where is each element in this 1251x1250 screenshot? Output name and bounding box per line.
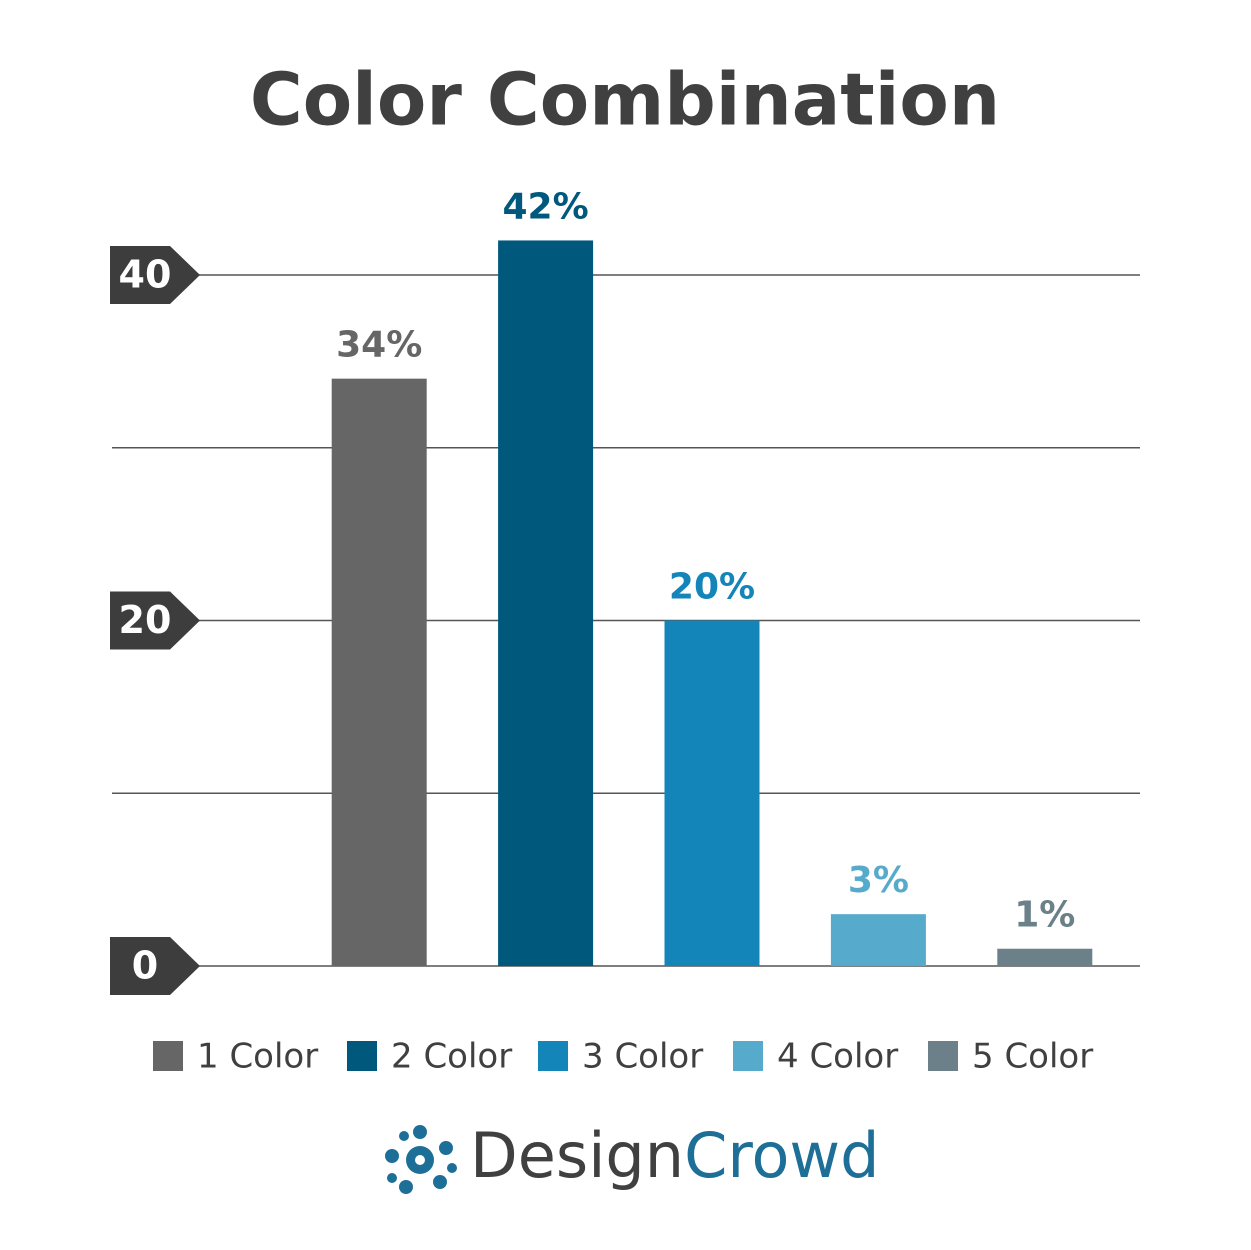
y-tick-label: 0 — [132, 944, 158, 988]
chart-title: Color Combination — [250, 58, 1000, 142]
legend-swatch — [153, 1041, 183, 1071]
y-tick-label: 20 — [119, 598, 172, 642]
logo-rays — [385, 1125, 457, 1194]
logo-second: Crowd — [684, 1119, 879, 1192]
legend-label: 1 Color — [197, 1037, 318, 1077]
legend-swatch — [928, 1041, 958, 1071]
legend-swatch — [347, 1041, 377, 1071]
logo-center — [415, 1155, 425, 1165]
value-label: 3% — [848, 860, 909, 901]
value-label: 1% — [1014, 895, 1075, 936]
legend-label: 4 Color — [777, 1037, 898, 1077]
bar — [997, 948, 1093, 966]
value-label: 42% — [503, 186, 589, 227]
legend-swatch — [538, 1041, 568, 1071]
legend-swatch — [733, 1041, 763, 1071]
value-label: 34% — [336, 325, 422, 366]
bar — [830, 914, 926, 966]
bar — [498, 240, 594, 966]
legend-label: 3 Color — [582, 1037, 703, 1077]
bar — [664, 620, 760, 966]
y-tick-badge — [110, 591, 200, 650]
logo-first: Design — [470, 1119, 684, 1192]
logo-text: DesignCrowd — [470, 1119, 880, 1192]
y-tick-badge — [110, 246, 200, 304]
y-tick-badge — [110, 937, 200, 995]
legend-label: 5 Color — [972, 1037, 1093, 1077]
legend-label: 2 Color — [391, 1037, 512, 1077]
value-label: 20% — [669, 567, 755, 608]
logo — [385, 1125, 457, 1194]
bar — [331, 378, 427, 966]
y-tick-label: 40 — [119, 253, 172, 297]
